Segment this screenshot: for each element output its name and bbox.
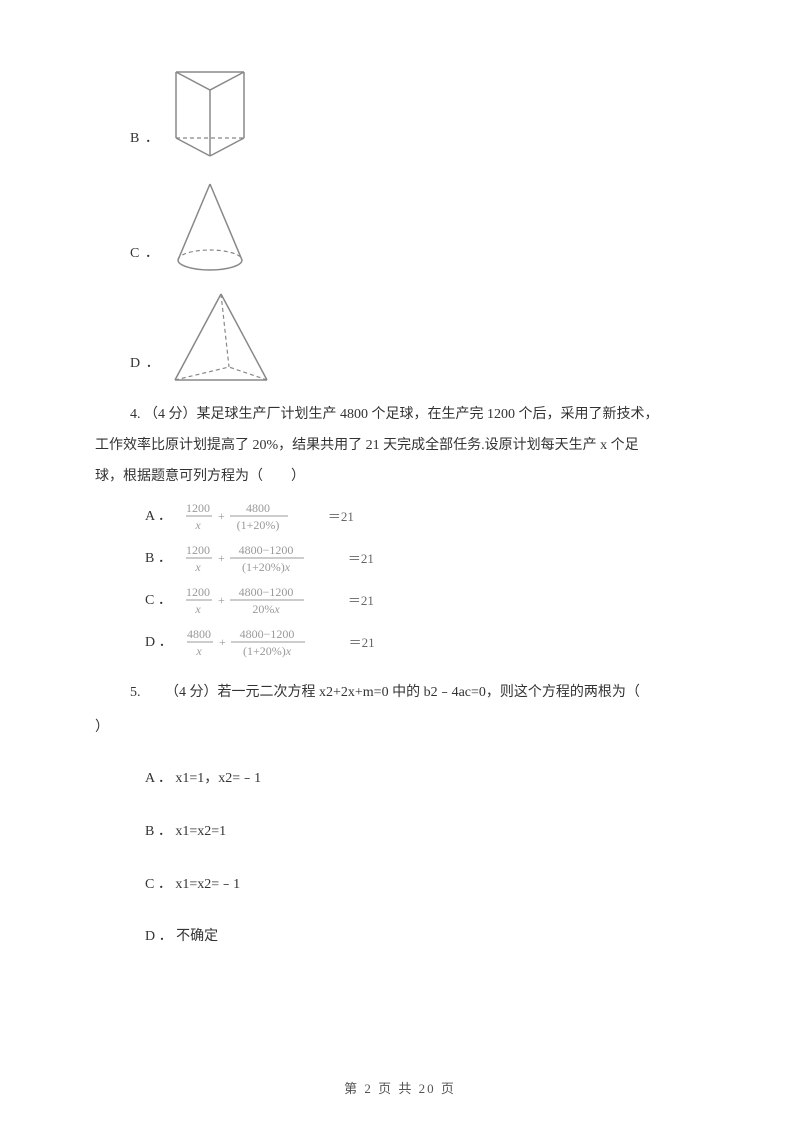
q3-option-c: C ． bbox=[130, 180, 720, 275]
option-letter: D ． bbox=[130, 349, 161, 385]
option-letter: D ． bbox=[145, 628, 173, 659]
svg-text:4800−1200: 4800−1200 bbox=[238, 585, 293, 599]
svg-text:x: x bbox=[194, 602, 201, 616]
cone-shape bbox=[170, 180, 250, 275]
svg-text:x: x bbox=[194, 518, 201, 532]
q3-option-d: D ． bbox=[130, 290, 720, 385]
svg-text:+: + bbox=[218, 551, 225, 565]
equation-d: 4800 x + 4800−1200 (1+20%)x bbox=[185, 626, 345, 660]
q4-option-b: B ． 1200 x + 4800−1200 (1+20%)x ＝21 bbox=[145, 542, 720, 576]
equation-suffix: ＝21 bbox=[348, 545, 374, 574]
option-letter: C ． bbox=[145, 586, 172, 617]
svg-text:(1+20%): (1+20%) bbox=[236, 518, 279, 532]
svg-text:+: + bbox=[219, 635, 226, 649]
svg-text:4800: 4800 bbox=[246, 501, 270, 515]
svg-text:+: + bbox=[218, 509, 225, 523]
q4-line3: 球，根据题意可列方程为（ ） bbox=[95, 462, 720, 493]
q4-line1: 4. （4 分）某足球生产厂计划生产 4800 个足球，在生产完 1200 个后… bbox=[130, 400, 720, 431]
svg-text:1200: 1200 bbox=[186, 585, 210, 599]
svg-text:4800: 4800 bbox=[187, 627, 211, 641]
svg-text:(1+20%)x: (1+20%)x bbox=[242, 560, 291, 574]
pyramid-shape bbox=[171, 290, 271, 385]
svg-text:4800−1200: 4800−1200 bbox=[238, 543, 293, 557]
q4-option-a: A ． 1200 x + 4800 (1+20%) ＝21 bbox=[145, 500, 720, 534]
svg-text:x: x bbox=[195, 644, 202, 658]
svg-text:1200: 1200 bbox=[186, 543, 210, 557]
q5-option-b: B ． x1=x2=1 bbox=[145, 817, 720, 848]
page-footer: 第 2 页 共 20 页 bbox=[0, 1075, 800, 1104]
svg-text:20%x: 20%x bbox=[252, 602, 280, 616]
q4-option-d: D ． 4800 x + 4800−1200 (1+20%)x ＝21 bbox=[145, 626, 720, 660]
q5-option-c: C ． x1=x2=﹣1 bbox=[145, 870, 720, 901]
svg-text:x: x bbox=[194, 560, 201, 574]
q3-option-b: B ． bbox=[130, 60, 720, 160]
equation-suffix: ＝21 bbox=[349, 629, 375, 658]
option-letter: B ． bbox=[130, 124, 160, 160]
option-letter: B ． bbox=[145, 544, 172, 575]
svg-text:(1+20%)x: (1+20%)x bbox=[243, 644, 292, 658]
prism-shape bbox=[170, 60, 250, 160]
q5-line1: 5. （4 分）若一元二次方程 x2+2x+m=0 中的 b2﹣4ac=0，则这… bbox=[130, 678, 720, 709]
q5-close: ） bbox=[95, 713, 720, 744]
equation-c: 1200 x + 4800−1200 20%x bbox=[184, 584, 344, 618]
q5-option-d: D ． 不确定 bbox=[145, 922, 720, 953]
svg-text:+: + bbox=[218, 593, 225, 607]
q5-options: A ． x1=1，x2=﹣1 B ． x1=x2=1 C ． x1=x2=﹣1 … bbox=[145, 764, 720, 953]
q4-option-c: C ． 1200 x + 4800−1200 20%x ＝21 bbox=[145, 584, 720, 618]
svg-text:4800−1200: 4800−1200 bbox=[239, 627, 294, 641]
svg-text:1200: 1200 bbox=[186, 501, 210, 515]
option-letter: C ． bbox=[130, 239, 160, 275]
equation-b: 1200 x + 4800−1200 (1+20%)x bbox=[184, 542, 344, 576]
q5-option-a: A ． x1=1，x2=﹣1 bbox=[145, 764, 720, 795]
equation-suffix: ＝21 bbox=[348, 587, 374, 616]
option-letter: A ． bbox=[145, 502, 172, 533]
equation-suffix: ＝21 bbox=[328, 503, 354, 532]
equation-a: 1200 x + 4800 (1+20%) bbox=[184, 500, 324, 534]
q4-line2: 工作效率比原计划提高了 20%，结果共用了 21 天完成全部任务.设原计划每天生… bbox=[95, 431, 720, 462]
